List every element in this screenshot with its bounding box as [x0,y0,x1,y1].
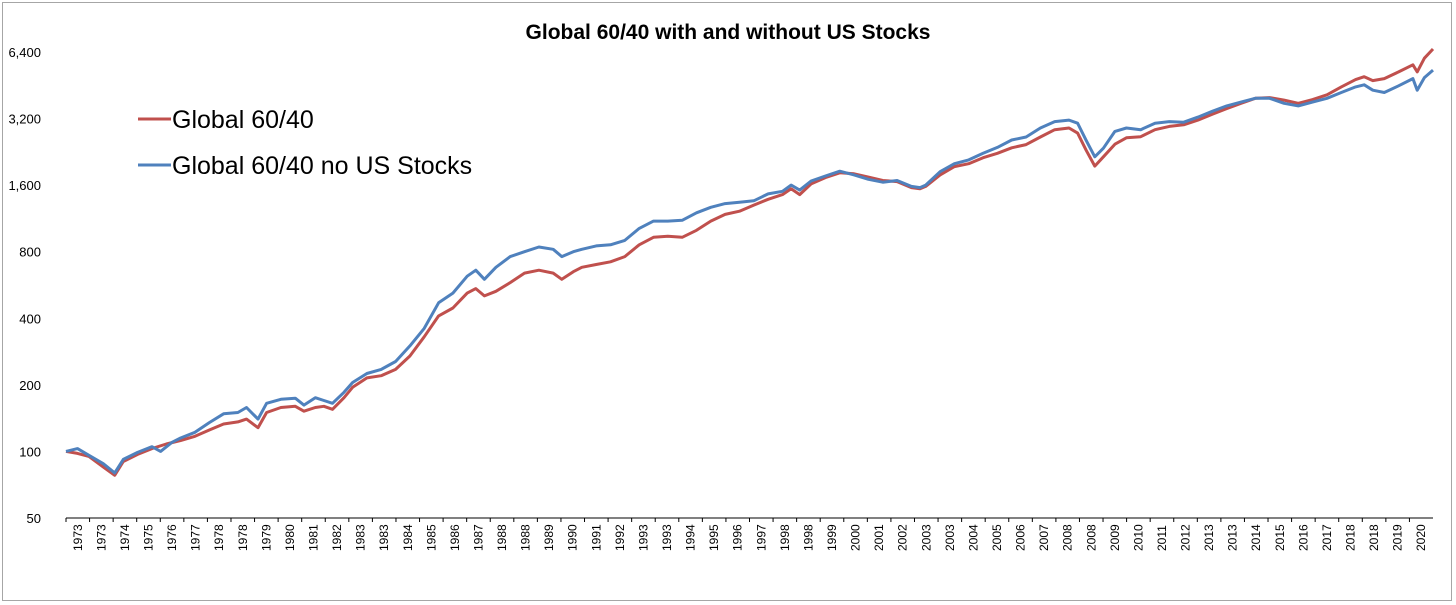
series-layer [65,47,1435,477]
x-tick-label: 1995 [707,524,721,551]
x-tick-label: 1990 [566,524,580,551]
x-tick-label: 2015 [1273,524,1287,551]
y-tick-label: 1,600 [8,178,41,193]
x-tick-label: 1982 [330,524,344,551]
y-tick-label: 50 [27,511,41,526]
x-tick-label: 1991 [589,524,603,551]
x-tick-label: 1986 [448,524,462,551]
x-tick-label: 2018 [1367,524,1381,551]
x-tick-label: 2007 [1037,524,1051,551]
x-tick-label: 1988 [495,524,509,551]
series-line-global-60-40 [65,47,1435,477]
x-tick-label: 1974 [118,524,132,551]
chart-title: Global 60/40 with and without US Stocks [526,21,931,44]
x-tick-label: 2013 [1202,524,1216,551]
x-tick-label: 1978 [212,524,226,551]
legend-label: Global 60/40 no US Stocks [172,152,472,180]
x-tick-label: 1998 [801,524,815,551]
x-tick-label: 2017 [1320,524,1334,551]
x-tick-label: 1977 [189,524,203,551]
x-tick-label: 2018 [1344,524,1358,551]
x-tick-label: 1973 [94,524,108,551]
line-chart: Global 60/40 with and without US Stocks … [8,21,1435,551]
x-tick-label: 2014 [1249,524,1263,551]
x-tick-label: 1983 [377,524,391,551]
y-axis-ticks: 50 100 200 400 800 1,600 3,200 6,400 [8,45,41,526]
x-tick-label: 2008 [1084,524,1098,551]
x-tick-label: 1984 [401,524,415,551]
x-tick-label: 2011 [1155,525,1169,551]
x-axis-ticks: 1973 1973 1974 1975 1976 1977 1978 1978 1979 1980… [65,518,1428,551]
x-tick-label: 1976 [165,524,179,551]
x-tick-label: 2020 [1414,524,1428,551]
x-tick-label: 1978 [236,524,250,551]
x-tick-label: 2001 [872,524,886,551]
x-tick-label: 2009 [1108,524,1122,551]
y-tick-label: 800 [19,245,41,260]
x-tick-label: 1981 [306,524,320,551]
x-tick-label: 2003 [943,524,957,551]
x-tick-label: 1980 [283,524,297,551]
x-tick-label: 1979 [259,524,273,551]
y-tick-label: 100 [19,444,41,459]
x-tick-label: 2006 [1014,524,1028,551]
y-tick-label: 3,200 [8,112,41,127]
x-tick-label: 1985 [424,524,438,551]
x-tick-label: 1992 [613,524,627,551]
x-tick-label: 2013 [1226,524,1240,551]
y-tick-label: 6,400 [8,45,41,60]
y-tick-label: 400 [19,311,41,326]
x-tick-label: 2004 [966,524,980,551]
x-tick-label: 1973 [71,524,85,551]
x-tick-label: 2016 [1296,524,1310,551]
x-tick-label: 1996 [731,524,745,551]
x-tick-label: 1987 [471,524,485,551]
legend: Global 60/40 Global 60/40 no US Stocks [138,106,472,180]
x-tick-label: 1993 [660,524,674,551]
x-tick-label: 1998 [778,524,792,551]
x-tick-label: 1975 [141,524,155,551]
x-tick-label: 1999 [825,524,839,551]
y-tick-label: 200 [19,378,41,393]
legend-label: Global 60/40 [172,106,314,134]
x-tick-label: 2002 [896,524,910,551]
x-tick-label: 2000 [849,524,863,551]
x-tick-label: 2012 [1179,524,1193,551]
series-line-global-60-40-no-us-stocks [65,68,1434,475]
x-tick-label: 2008 [1061,524,1075,551]
x-tick-label: 2019 [1391,524,1405,551]
x-tick-label: 2003 [919,524,933,551]
x-tick-label: 2005 [990,524,1004,551]
x-tick-label: 1993 [636,524,650,551]
x-tick-label: 1997 [754,524,768,551]
x-tick-label: 2010 [1131,524,1145,551]
x-tick-label: 1988 [519,524,533,551]
x-tick-label: 1994 [684,524,698,551]
x-tick-label: 1989 [542,524,556,551]
x-tick-label: 1983 [354,524,368,551]
